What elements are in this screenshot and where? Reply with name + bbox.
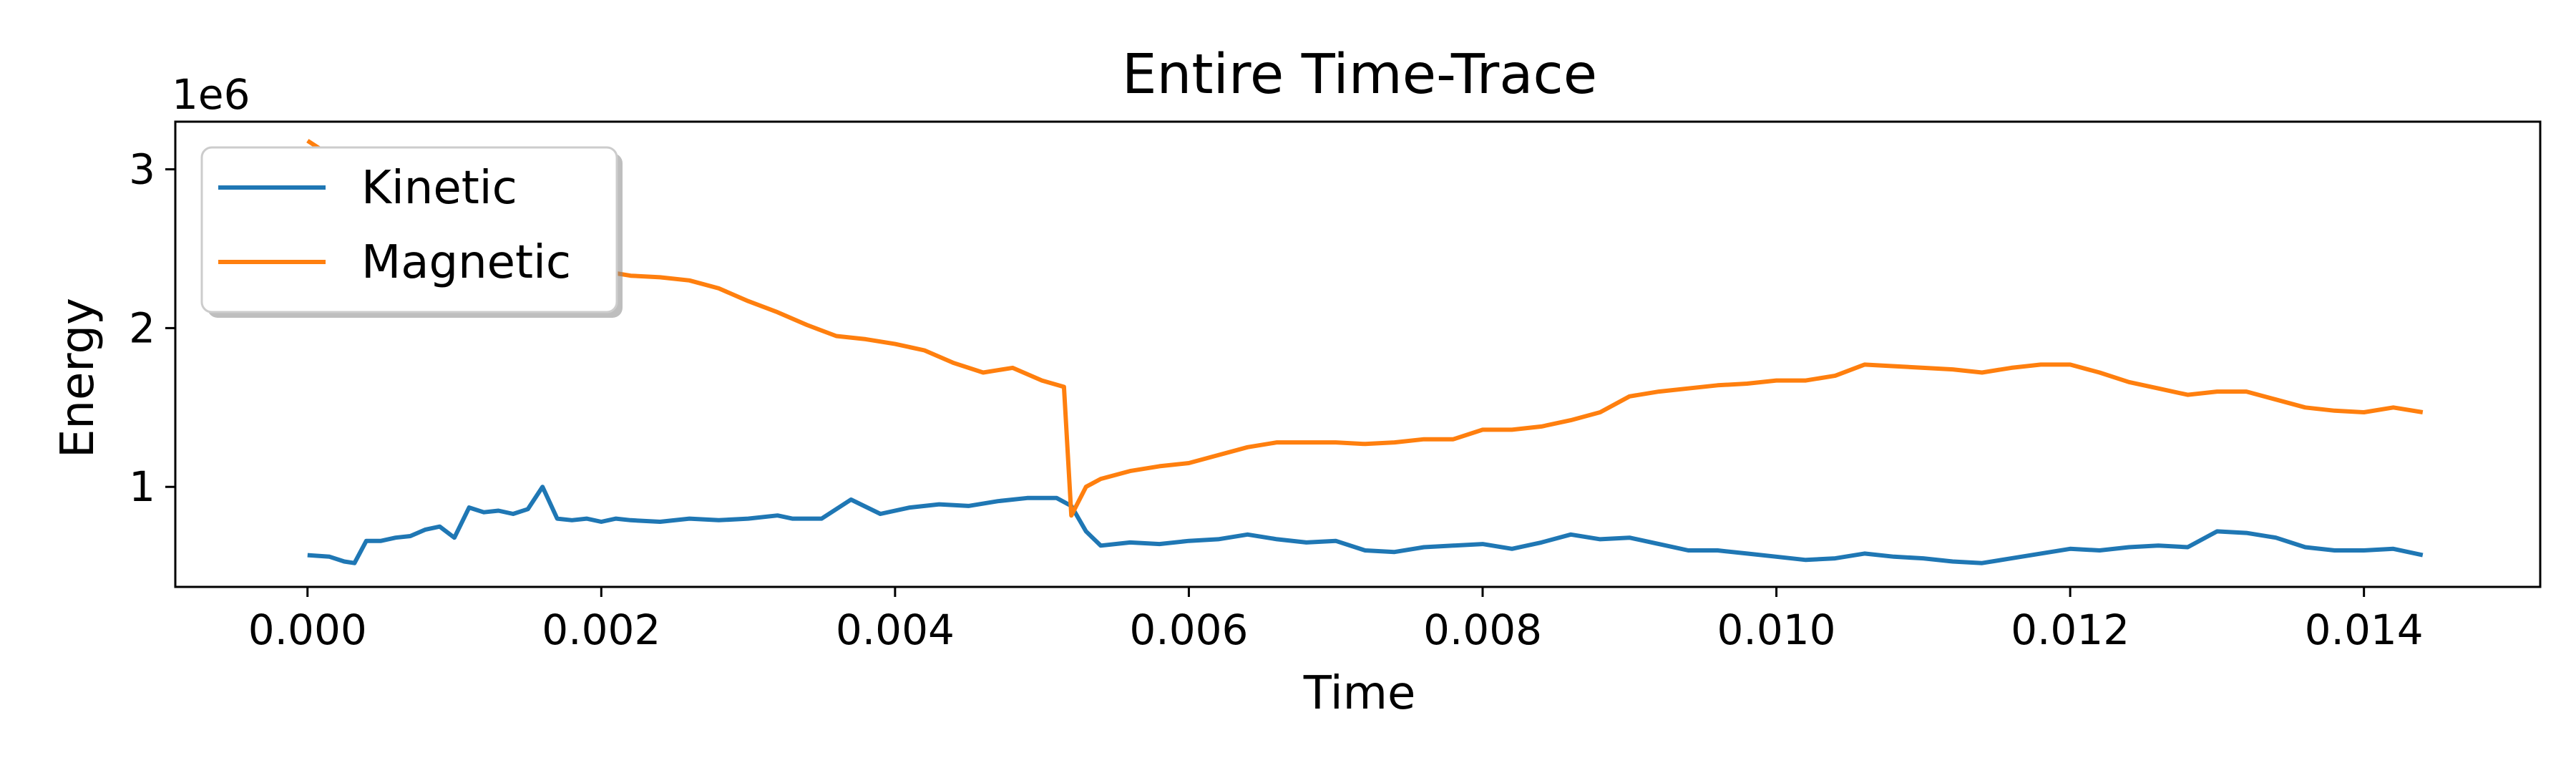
- series-line-kinetic: [307, 485, 2424, 565]
- x-axis-label: Time: [1303, 667, 1416, 720]
- plot-area-frame: [174, 120, 2542, 588]
- x-tick-label: 0.002: [542, 606, 660, 654]
- y-tick-label: 1: [129, 462, 155, 511]
- legend-label-kinetic: Kinetic: [361, 162, 517, 215]
- x-tick-label: 0.000: [248, 606, 367, 654]
- y-axis-label: Energy: [52, 298, 104, 458]
- series-line-magnetic: [306, 139, 2424, 518]
- legend: Kinetic Magnetic: [200, 146, 623, 318]
- x-axis-ticks: 0.000 0.002 0.004 0.006 0.008 0.010 0.012 0.014: [248, 587, 2424, 654]
- y-tick-label: 3: [129, 145, 155, 194]
- legend-label-magnetic: Magnetic: [361, 236, 571, 289]
- x-tick-label: 0.014: [2305, 606, 2424, 654]
- x-tick-label: 0.006: [1129, 606, 1248, 654]
- y-axis-ticks: 1 2 3: [129, 145, 175, 511]
- x-tick-label: 0.012: [2011, 606, 2129, 654]
- x-tick-label: 0.010: [1717, 606, 1836, 654]
- series-layer: [306, 139, 2424, 565]
- x-tick-label: 0.004: [836, 606, 955, 654]
- y-offset-label: 1e6: [172, 70, 250, 119]
- chart-title: Entire Time-Trace: [1122, 43, 1597, 107]
- x-tick-label: 0.008: [1423, 606, 1542, 654]
- y-tick-label: 2: [129, 303, 155, 352]
